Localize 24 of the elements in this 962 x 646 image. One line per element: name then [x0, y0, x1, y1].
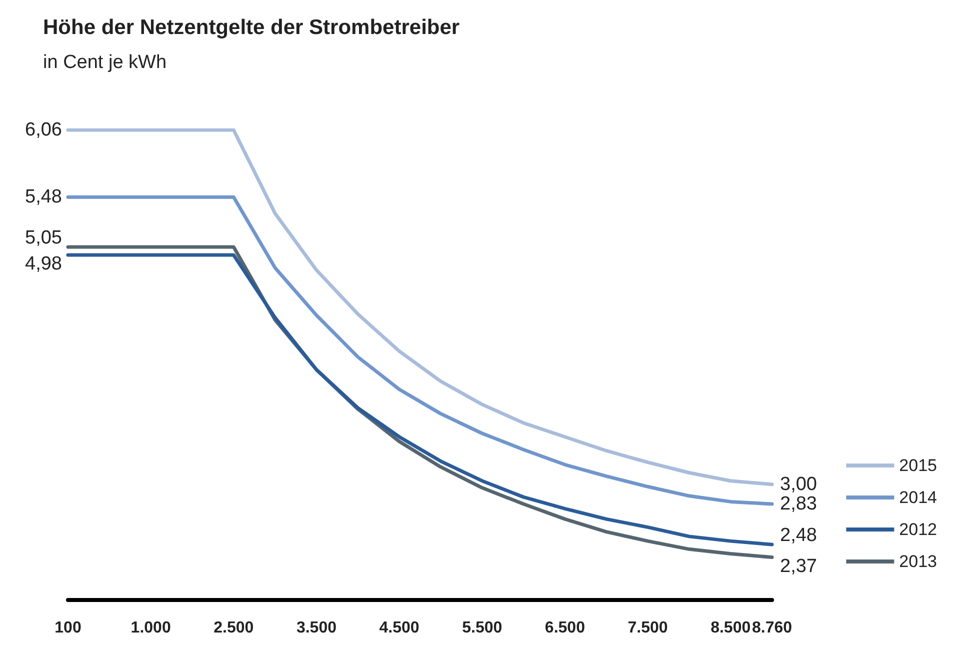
data-label: 2,48 [780, 525, 817, 546]
chart-subtitle: in Cent je kWh [43, 52, 167, 73]
x-tick-label: 7.500 [628, 620, 668, 636]
x-tick-label: 5.500 [462, 620, 502, 636]
data-label: 2,83 [780, 494, 817, 515]
legend-label: 2014 [899, 488, 938, 507]
data-label: 5,48 [25, 186, 62, 208]
x-tick-label: 100 [54, 620, 82, 636]
x-tick-label: 1.000 [130, 620, 171, 636]
data-label: 2,37 [780, 556, 817, 577]
data-label: 6,06 [25, 120, 62, 140]
x-tick-label: 6.500 [544, 620, 586, 636]
legend-label: 2015 [899, 456, 938, 475]
chart-title: Höhe der Netzentgelte der Strombetreiber [43, 16, 460, 39]
x-tick-label: 3.500 [296, 620, 337, 636]
legend-label: 2012 [899, 520, 938, 539]
x-tick-label: 8.760 [752, 620, 792, 636]
data-label: 3,00 [780, 474, 817, 495]
x-tick-label: 2.500 [214, 620, 254, 636]
x-tick-label: 4.500 [379, 620, 420, 636]
legend-label: 2013 [899, 552, 938, 571]
data-label: 5,05 [25, 227, 62, 248]
data-label: 4,98 [25, 254, 62, 275]
x-tick-label: 8.500 [710, 620, 751, 636]
